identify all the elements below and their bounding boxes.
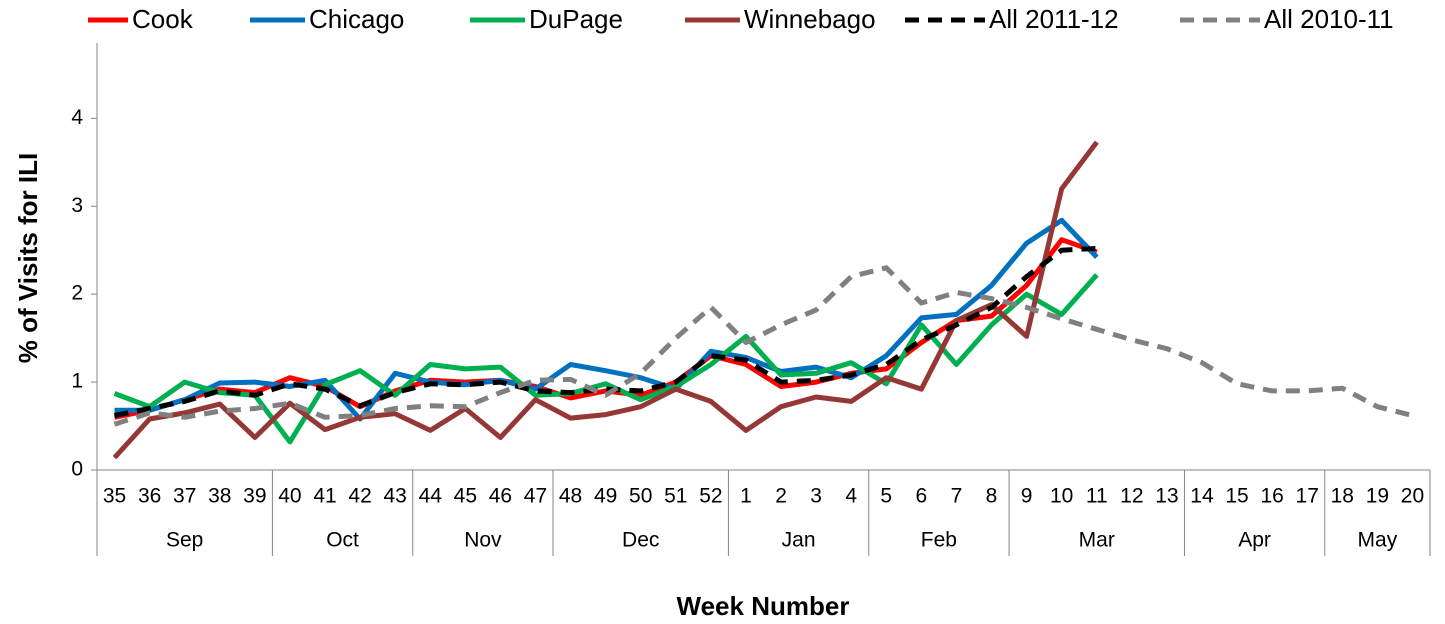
- y-axis-title: % of Visits for ILI: [13, 153, 43, 363]
- x-tick-label: 38: [208, 485, 231, 508]
- x-tick-label: 1: [740, 485, 752, 508]
- month-label: Jan: [782, 529, 816, 552]
- x-tick-label: 3: [810, 485, 822, 508]
- x-tick-label: 37: [173, 485, 196, 508]
- legend-label: All 2011-12: [989, 4, 1119, 34]
- x-tick-label: 40: [278, 485, 301, 508]
- x-tick-label: 35: [103, 485, 126, 508]
- x-tick-label: 18: [1331, 485, 1354, 508]
- legend-label: All 2010-11: [1264, 4, 1394, 34]
- legend-label: Chicago: [309, 4, 404, 34]
- x-tick-label: 5: [880, 485, 892, 508]
- x-tick-label: 45: [454, 485, 477, 508]
- x-tick-label: 15: [1225, 485, 1248, 508]
- series-line: [113, 273, 1099, 445]
- legend-label: Cook: [132, 4, 194, 34]
- x-tick-label: 10: [1050, 485, 1073, 508]
- series-line: [112, 140, 1099, 460]
- x-tick-label: 13: [1155, 485, 1178, 508]
- x-tick-label: 43: [383, 485, 406, 508]
- x-tick-label: 52: [699, 485, 722, 508]
- x-tick-label: 48: [559, 485, 582, 508]
- x-tick-label: 49: [594, 485, 617, 508]
- y-tick-label: 0: [71, 458, 83, 481]
- month-label: May: [1358, 529, 1398, 552]
- x-tick-label: 39: [243, 485, 266, 508]
- month-label: Dec: [622, 529, 659, 552]
- x-tick-label: 46: [489, 485, 512, 508]
- x-tick-label: 11: [1086, 485, 1108, 508]
- y-tick-label: 3: [71, 194, 83, 217]
- x-tick-label: 47: [524, 485, 547, 508]
- x-tick-label: 2: [775, 485, 787, 508]
- x-tick-label: 41: [313, 485, 336, 508]
- month-label: Apr: [1238, 529, 1271, 552]
- month-label: Feb: [921, 529, 957, 552]
- x-tick-label: 50: [629, 485, 652, 508]
- month-label: Sep: [166, 529, 203, 552]
- x-tick-label: 4: [845, 485, 857, 508]
- legend-label: DuPage: [529, 4, 623, 34]
- month-label: Nov: [464, 529, 502, 552]
- x-tick-label: 6: [916, 485, 928, 508]
- month-label: Oct: [326, 529, 359, 552]
- x-tick-label: 16: [1260, 485, 1283, 508]
- series-line: [114, 245, 1097, 418]
- x-tick-label: 20: [1401, 485, 1424, 508]
- x-tick-label: 42: [348, 485, 371, 508]
- month-label: Mar: [1079, 529, 1115, 552]
- x-tick-label: 44: [419, 485, 443, 508]
- x-tick-label: 9: [1021, 485, 1033, 508]
- x-tick-label: 17: [1296, 485, 1319, 508]
- x-tick-label: 14: [1190, 485, 1214, 508]
- x-tick-label: 51: [664, 485, 687, 508]
- y-tick-label: 2: [71, 282, 83, 305]
- y-tick-label: 1: [71, 370, 83, 393]
- y-tick-label: 4: [71, 106, 83, 129]
- x-tick-label: 19: [1366, 485, 1389, 508]
- series-line: [113, 265, 1414, 427]
- x-tick-label: 12: [1120, 485, 1143, 508]
- x-tick-label: 7: [951, 485, 963, 508]
- legend-label: Winnebago: [744, 4, 876, 34]
- x-tick-label: 8: [986, 485, 998, 508]
- x-tick-label: 36: [138, 485, 161, 508]
- x-axis-title: Week Number: [677, 591, 850, 621]
